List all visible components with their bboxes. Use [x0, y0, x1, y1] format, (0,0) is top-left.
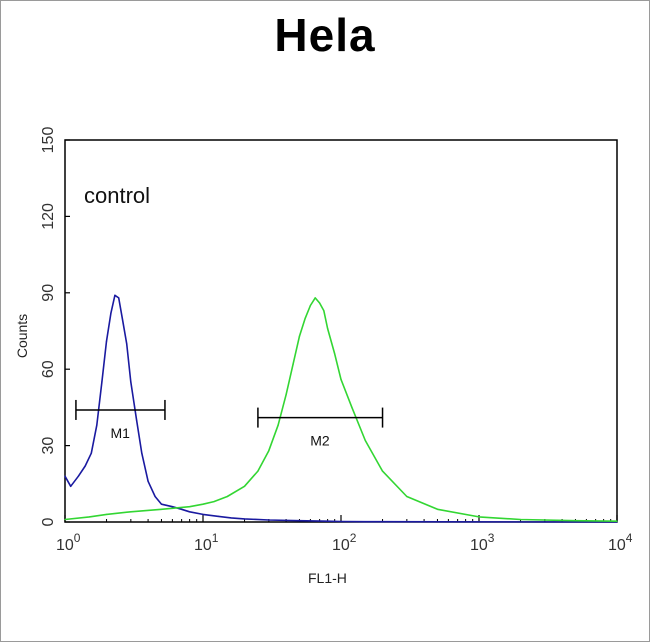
control-data-point — [202, 513, 204, 515]
control-data-point — [64, 475, 66, 477]
control-data-point — [70, 485, 72, 487]
sample-data-point — [323, 310, 325, 312]
control-data-point — [154, 495, 156, 498]
control-data-point — [364, 521, 366, 523]
sample-data-point — [436, 508, 439, 510]
sample-data-point — [327, 327, 329, 330]
marker-layer: M1 M2 — [75, 399, 384, 449]
sample-data-point — [304, 317, 306, 319]
sample-data-point — [268, 450, 270, 452]
sample-data-point — [202, 503, 204, 505]
control-data-point — [189, 511, 191, 513]
y-axis-title: Counts — [14, 314, 30, 358]
x-tick-label: 104 — [608, 531, 633, 554]
sample-data-point — [364, 439, 366, 442]
control-data-point — [130, 381, 132, 383]
control-data-point — [230, 517, 232, 519]
sample-data-point — [105, 513, 108, 515]
sample-data-point — [334, 353, 336, 355]
control-histogram-line — [64, 294, 618, 523]
control-data-point — [160, 503, 163, 505]
control-data-point — [114, 294, 116, 296]
sample-data-point — [298, 335, 301, 337]
sample-data-point — [351, 406, 353, 408]
control-data-point — [105, 340, 108, 342]
x-tick-label: 102 — [332, 531, 357, 554]
sample-data-point — [292, 363, 294, 365]
control-data-point — [171, 506, 173, 508]
sample-data-point — [257, 470, 259, 472]
sample-data-point — [88, 516, 90, 518]
control-data-point — [298, 520, 301, 522]
sample-data-point — [340, 378, 342, 380]
control-data-point — [110, 312, 112, 314]
sample-data-point — [319, 302, 321, 304]
sample-data-point — [406, 495, 408, 498]
control-data-point — [77, 475, 79, 477]
sample-data-point — [189, 506, 191, 508]
marker-label: M1 — [110, 425, 130, 441]
y-tick-label: 90 — [40, 284, 57, 302]
control-data-point — [101, 381, 103, 383]
control-data-point — [121, 317, 123, 319]
sample-data-point — [309, 304, 311, 307]
y-tick-label: 60 — [40, 360, 57, 378]
y-tick-label: 0 — [40, 517, 57, 526]
sample-data-point — [616, 520, 618, 522]
sample-data-point — [314, 297, 316, 299]
control-data-point — [141, 452, 143, 454]
control-data-point — [268, 519, 270, 521]
control-data-point — [126, 343, 128, 345]
x-axis-title: FL1-H — [308, 570, 347, 586]
x-axis: 100 101 102 103 104 — [56, 515, 633, 554]
y-tick-label: 30 — [40, 437, 57, 455]
sample-data-point — [160, 508, 163, 510]
y-axis: 0 30 60 90 120 150 — [40, 127, 70, 526]
control-data-point — [340, 520, 342, 523]
marker-label: M2 — [310, 433, 330, 449]
sample-data-point — [226, 495, 228, 498]
control-data-point — [135, 419, 138, 421]
control-data-point — [96, 424, 98, 426]
control-data-point — [218, 515, 220, 517]
control-data-point — [327, 520, 329, 522]
sample-data-point — [519, 518, 522, 521]
y-tick-label: 120 — [40, 203, 57, 230]
control-data-point — [181, 508, 183, 510]
sample-data-point — [381, 470, 384, 472]
sample-data-point — [285, 394, 287, 396]
control-data-point — [118, 297, 120, 299]
y-tick-label: 150 — [40, 127, 57, 154]
sample-data-point — [213, 501, 215, 503]
control-data-point — [147, 480, 149, 482]
sample-data-point — [130, 511, 132, 513]
sample-data-point — [64, 518, 66, 521]
x-tick-label: 100 — [56, 531, 81, 554]
control-data-point — [84, 465, 86, 467]
control-annotation: control — [84, 183, 150, 208]
sample-data-point — [574, 520, 577, 522]
chart-title: Hela — [274, 9, 376, 61]
x-tick-label: 101 — [194, 531, 219, 554]
series-layer — [64, 294, 618, 523]
control-data-point — [90, 452, 92, 454]
sample-data-point — [243, 485, 246, 487]
control-data-point — [243, 518, 246, 520]
x-tick-label: 103 — [470, 531, 495, 554]
sample-data-point — [277, 424, 279, 426]
sample-data-point — [478, 516, 480, 518]
